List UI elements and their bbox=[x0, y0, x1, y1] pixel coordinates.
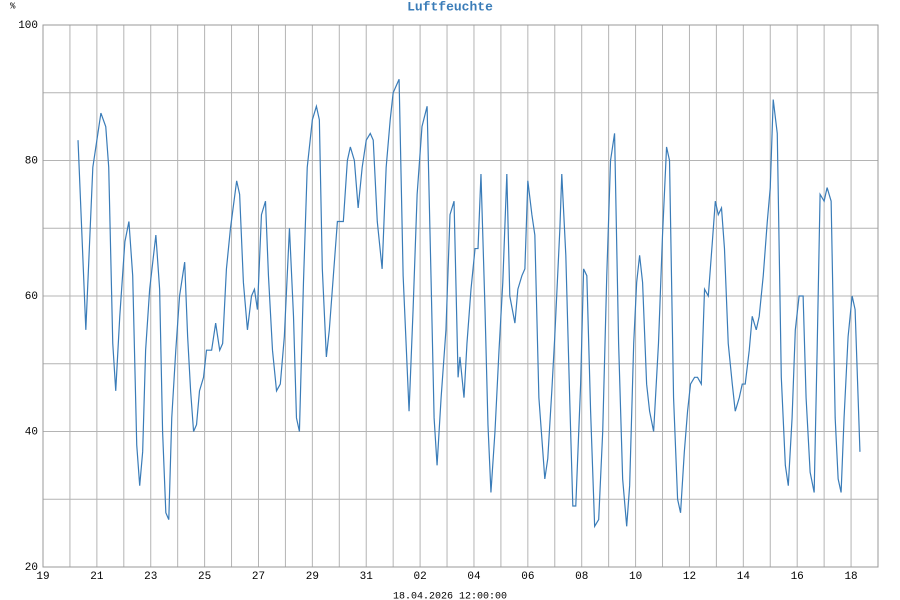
plot-frame bbox=[42, 24, 879, 568]
x-tick-label: 31 bbox=[360, 571, 374, 583]
y-unit: % bbox=[10, 1, 16, 11]
x-tick-label: 04 bbox=[467, 571, 481, 583]
x-tick-label: 23 bbox=[144, 571, 157, 583]
y-tick-label: 40 bbox=[25, 426, 38, 438]
x-tick-label: 10 bbox=[629, 571, 642, 583]
x-tick-label: 29 bbox=[306, 571, 319, 583]
x-tick-label: 27 bbox=[252, 571, 265, 583]
y-tick-label: 20 bbox=[25, 562, 38, 574]
chart-title: Luftfeuchte bbox=[407, 0, 493, 14]
x-tick-label: 14 bbox=[737, 571, 751, 583]
x-tick-label: 25 bbox=[198, 571, 211, 583]
x-tick-label: 06 bbox=[521, 571, 534, 583]
data-line bbox=[77, 78, 861, 529]
x-tick-label: 21 bbox=[90, 571, 104, 583]
y-tick-label: 80 bbox=[25, 155, 38, 167]
x-tick-label: 19 bbox=[36, 571, 49, 583]
x-tick-label: 02 bbox=[413, 571, 426, 583]
x-tick-label: 16 bbox=[791, 571, 804, 583]
x-tick-label: 12 bbox=[683, 571, 696, 583]
footer-timestamp: 18.04.2026 12:00:00 bbox=[393, 592, 507, 600]
x-tick-label: 08 bbox=[575, 571, 588, 583]
y-tick-label: 60 bbox=[25, 291, 38, 303]
x-tick-label: 18 bbox=[844, 571, 857, 583]
y-tick-label: 100 bbox=[18, 20, 38, 32]
